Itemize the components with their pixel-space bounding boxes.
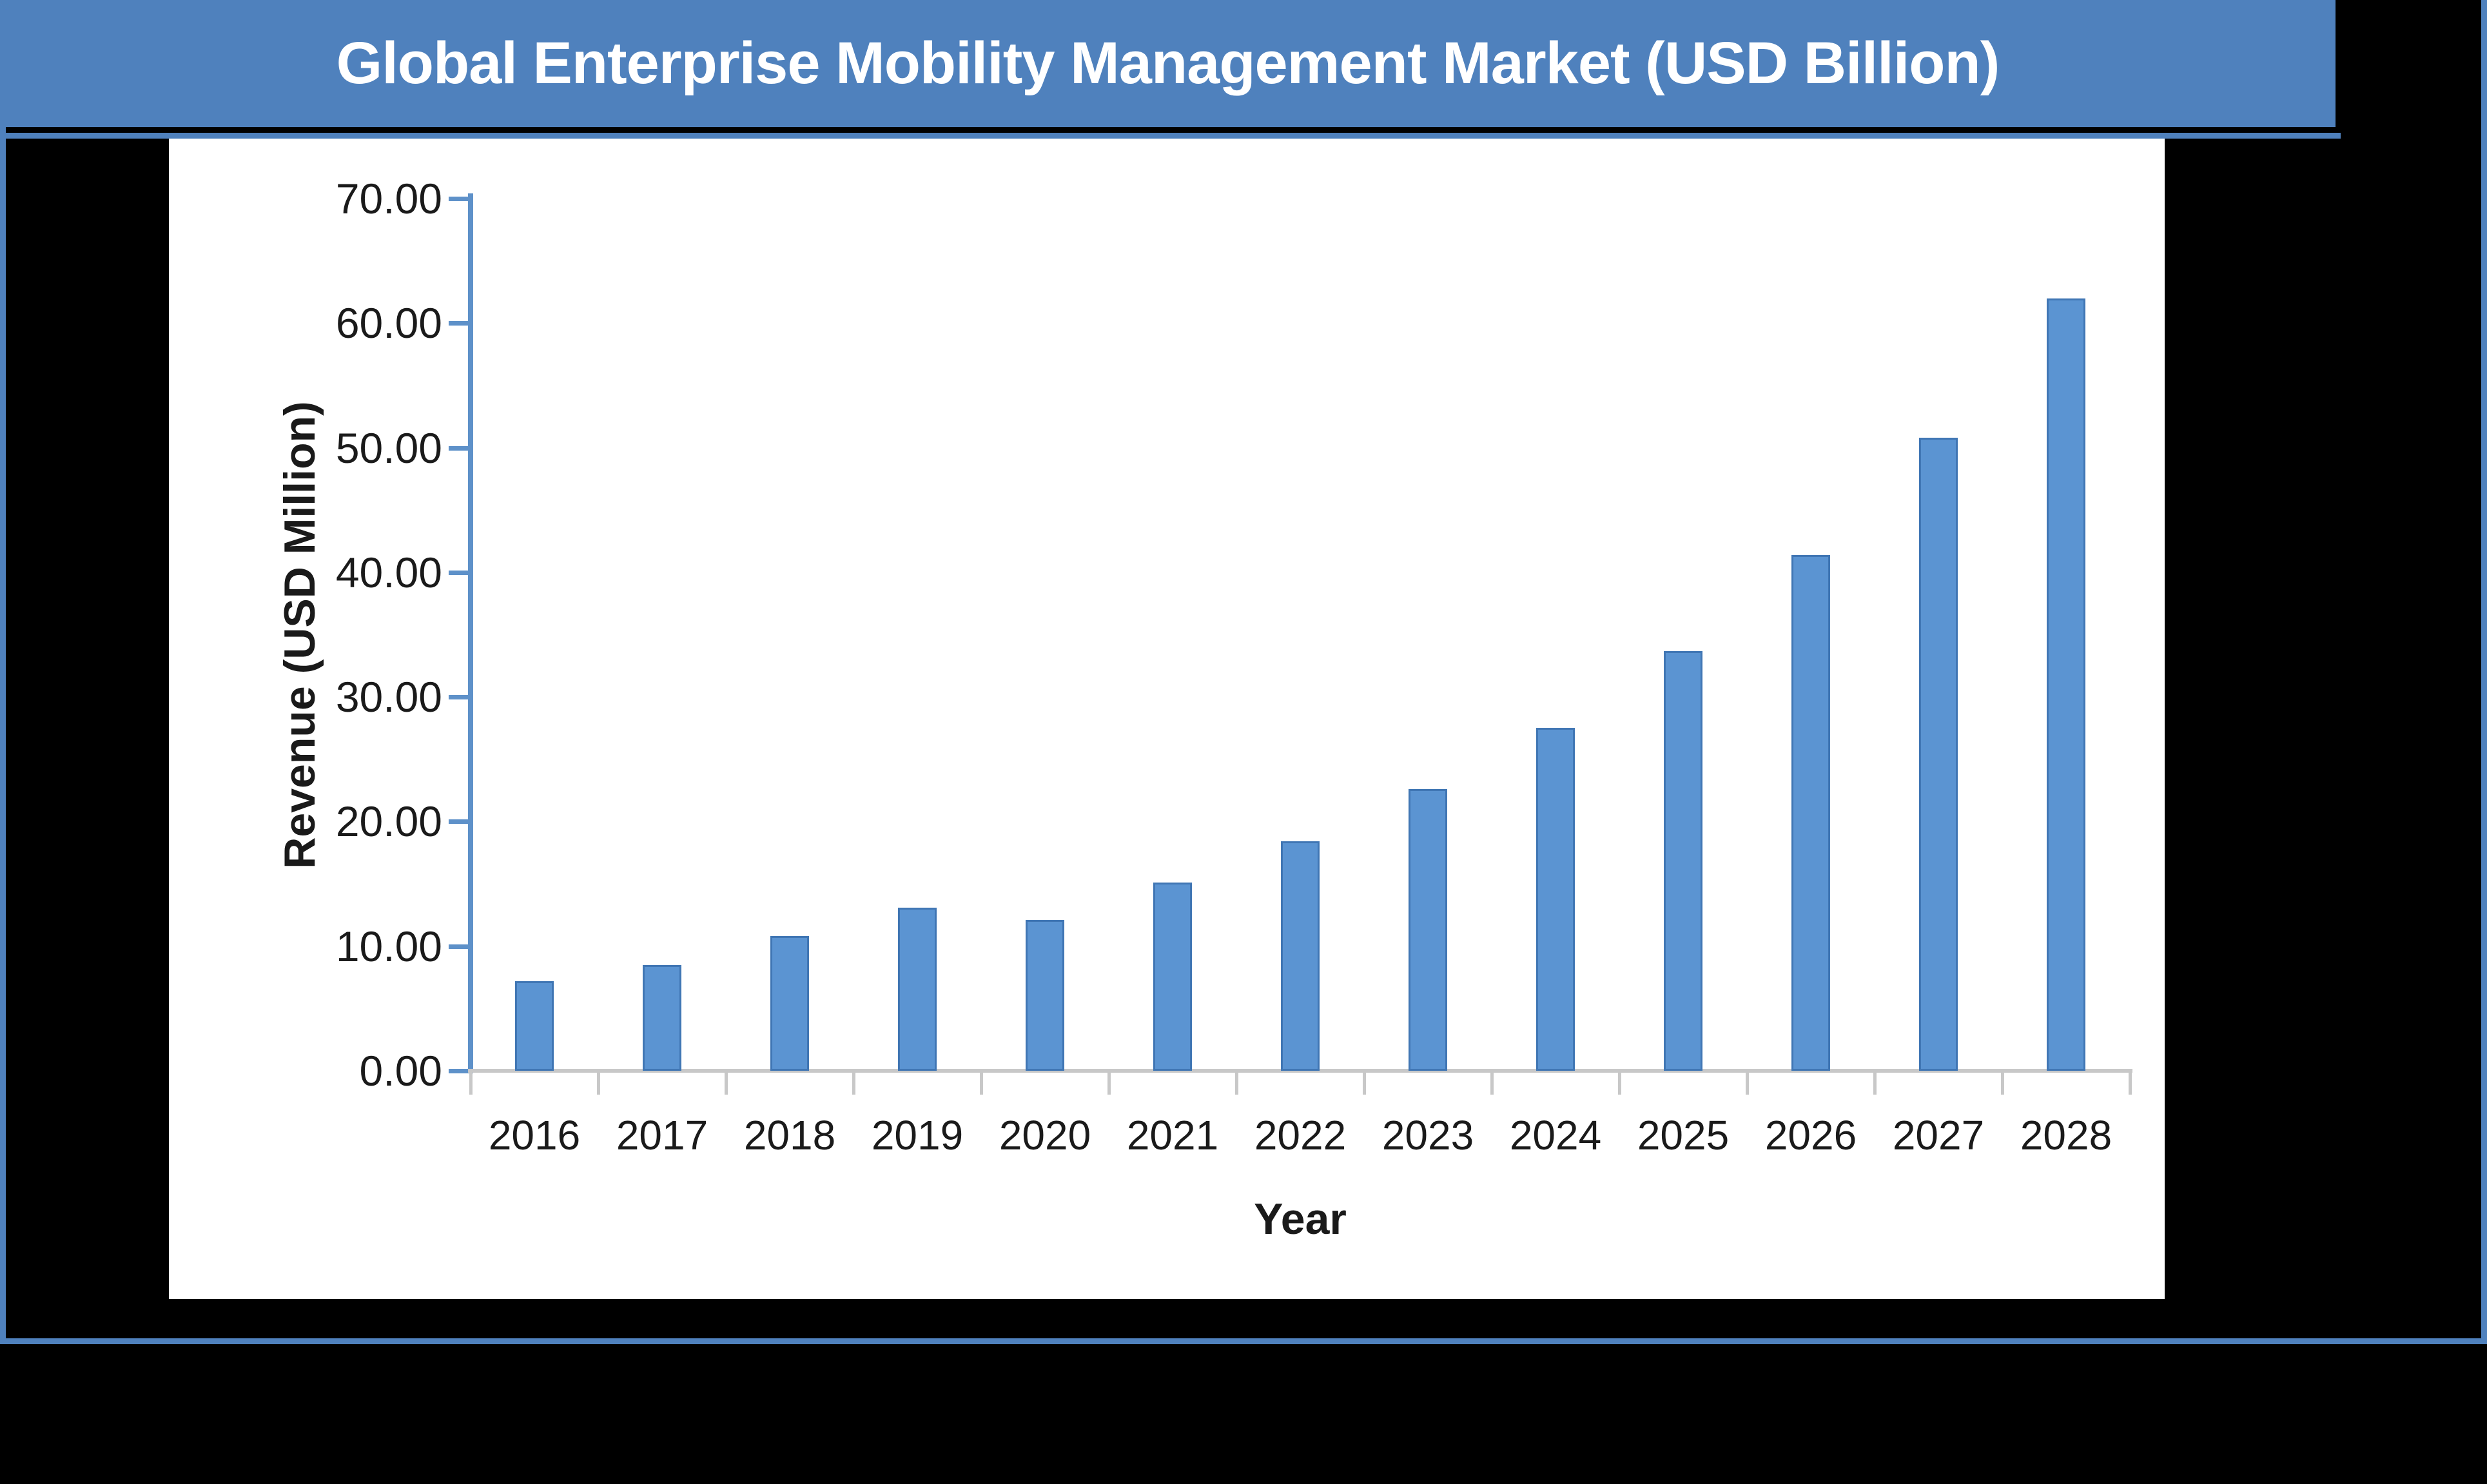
x-tick-label-2021: 2021	[1126, 1112, 1219, 1158]
frame-border-right	[2481, 0, 2487, 1343]
bar-2024	[1536, 728, 1575, 1071]
y-tick	[449, 570, 468, 575]
header-divider-black	[0, 127, 2336, 133]
x-tick	[852, 1073, 855, 1095]
frame-border-bottom	[0, 1338, 2487, 1344]
chart-panel: 0.00 10.00 20.00 30.00 40.00 50.00 60.00 70.00 2…	[169, 139, 2165, 1299]
y-tick	[449, 944, 468, 949]
x-tick-label-2023: 2023	[1381, 1112, 1474, 1158]
bar-2023	[1409, 789, 1447, 1071]
x-tick	[1618, 1073, 1621, 1095]
bar-2025	[1664, 651, 1702, 1071]
x-tick-label-2019: 2019	[871, 1112, 964, 1158]
x-tick-label-2020: 2020	[999, 1112, 1091, 1158]
x-tick	[1235, 1073, 1238, 1095]
y-tick-label: 70.00	[335, 175, 442, 222]
bar-2027	[1919, 438, 1958, 1071]
y-tick-label: 50.00	[335, 424, 442, 472]
x-tick-label-2026: 2026	[1764, 1112, 1857, 1158]
bar-2021	[1153, 883, 1192, 1071]
x-tick	[1490, 1073, 1494, 1095]
bar-2018	[770, 936, 809, 1071]
bar-2028	[2047, 298, 2085, 1071]
y-tick	[449, 197, 468, 201]
x-tick	[1873, 1073, 1877, 1095]
x-tick	[725, 1073, 728, 1095]
x-tick-label-2025: 2025	[1637, 1112, 1730, 1158]
x-tick-label-2018: 2018	[743, 1112, 836, 1158]
y-axis-title: Revenue (USD Million)	[275, 400, 324, 869]
x-tick	[1746, 1073, 1749, 1095]
x-tick-label-2016: 2016	[488, 1112, 581, 1158]
y-tick-label: 30.00	[335, 673, 442, 721]
y-tick-label: 60.00	[335, 299, 442, 347]
y-tick-label: 20.00	[335, 797, 442, 846]
y-tick-label: 0.00	[359, 1047, 442, 1095]
y-axis-line	[468, 193, 473, 1073]
x-tick-label-2024: 2024	[1509, 1112, 1602, 1158]
y-tick	[449, 819, 468, 825]
bar-2020	[1026, 920, 1064, 1071]
y-tick	[449, 445, 468, 451]
x-tick	[469, 1073, 473, 1095]
x-axis-line	[468, 1069, 2132, 1073]
y-tick-label: 40.00	[335, 548, 442, 596]
bar-2026	[1791, 555, 1830, 1071]
y-tick	[449, 1069, 468, 1073]
x-tick-label-2017: 2017	[616, 1112, 708, 1158]
x-tick	[1363, 1073, 1366, 1095]
bar-2019	[898, 908, 937, 1071]
x-tick	[597, 1073, 600, 1095]
x-tick-label-2027: 2027	[1892, 1112, 1985, 1158]
header-underline	[0, 133, 2341, 139]
y-tick	[449, 695, 468, 700]
chart-title: Global Enterprise Mobility Management Ma…	[336, 30, 2000, 96]
x-tick-label-2028: 2028	[2020, 1112, 2112, 1158]
bar-2016	[515, 981, 554, 1071]
header-bar: Global Enterprise Mobility Management Ma…	[0, 0, 2336, 127]
bar-2017	[643, 965, 681, 1071]
frame-border-left	[0, 0, 6, 1343]
x-axis-title: Year	[1254, 1195, 1347, 1244]
x-tick	[980, 1073, 983, 1095]
x-tick	[2129, 1073, 2132, 1095]
y-tick-label: 10.00	[335, 922, 442, 970]
y-tick	[449, 321, 468, 326]
x-tick	[2001, 1073, 2004, 1095]
bar-2022	[1281, 841, 1320, 1071]
x-tick	[1107, 1073, 1111, 1095]
x-tick-label-2022: 2022	[1254, 1112, 1347, 1158]
